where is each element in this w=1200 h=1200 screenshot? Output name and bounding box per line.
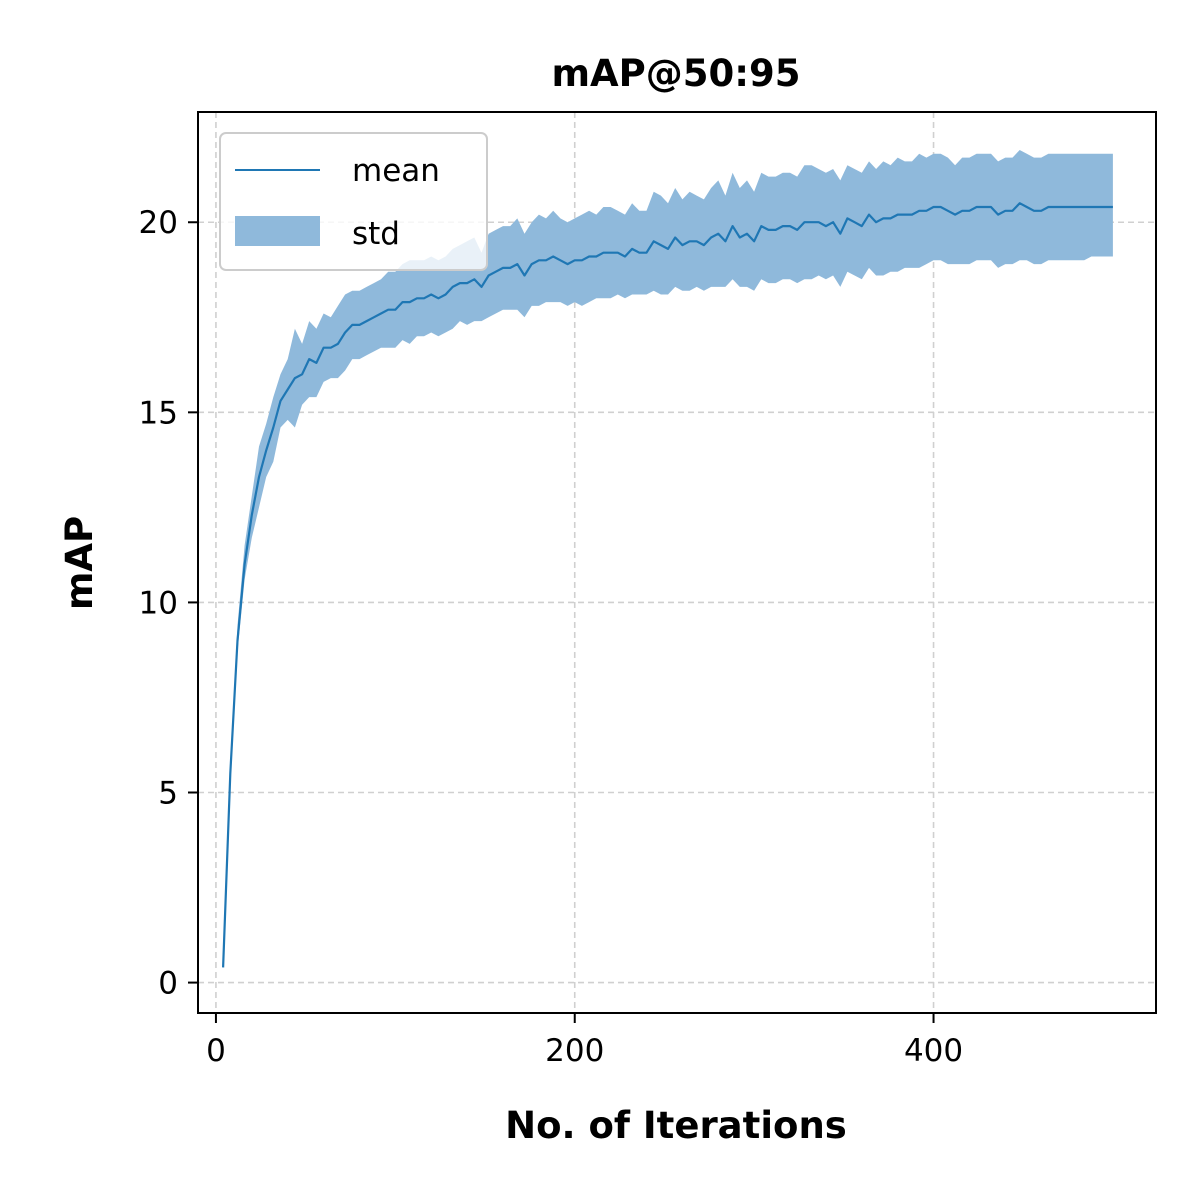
y-tick-label: 5 bbox=[158, 776, 178, 812]
x-axis-ticks: 0 200 400 bbox=[206, 1013, 963, 1069]
y-tick-label: 0 bbox=[158, 966, 178, 1002]
x-tick-label: 200 bbox=[545, 1033, 604, 1069]
legend-std-label: std bbox=[352, 216, 400, 252]
x-tick-label: 0 bbox=[206, 1033, 226, 1069]
x-tick-label: 400 bbox=[904, 1033, 963, 1069]
legend-std-swatch bbox=[235, 216, 320, 246]
y-tick-label: 20 bbox=[139, 205, 178, 241]
legend: mean std bbox=[219, 132, 488, 271]
plot-frame bbox=[197, 111, 1157, 1014]
std-band bbox=[223, 150, 1113, 968]
x-axis-label: No. of Iterations bbox=[505, 1104, 847, 1147]
mean-line bbox=[222, 202, 1113, 968]
std-band-group bbox=[223, 150, 1113, 968]
y-tick-label: 15 bbox=[139, 395, 178, 431]
mean-line-group bbox=[222, 202, 1113, 968]
legend-mean-label: mean bbox=[352, 153, 440, 189]
y-axis-label: mAP bbox=[58, 516, 101, 610]
chart-title: mAP@50:95 bbox=[551, 52, 800, 95]
y-axis-ticks: 0 5 10 15 20 bbox=[139, 205, 198, 1002]
y-tick-label: 10 bbox=[139, 585, 178, 621]
